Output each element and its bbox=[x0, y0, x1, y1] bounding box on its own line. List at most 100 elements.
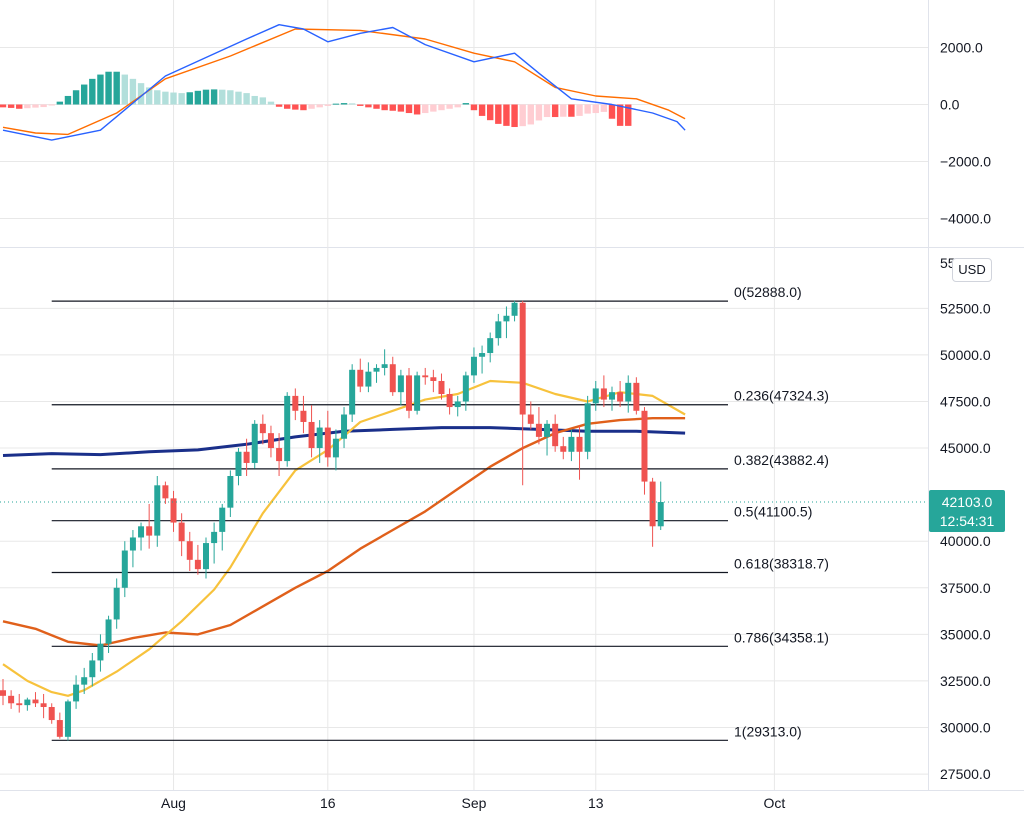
candle-down[interactable] bbox=[560, 446, 567, 452]
price-axis[interactable]: 2000.0 0.0 −2000.0 −4000.0 27500.0 30000.0 325… bbox=[940, 40, 991, 783]
candle-up[interactable] bbox=[121, 550, 128, 588]
candle-down[interactable] bbox=[535, 423, 542, 437]
candle-up[interactable] bbox=[64, 701, 71, 737]
candle-up[interactable] bbox=[487, 338, 494, 354]
candle-down[interactable] bbox=[48, 707, 55, 721]
candle-down[interactable] bbox=[357, 369, 364, 387]
candle-up[interactable] bbox=[657, 502, 664, 527]
candle-down[interactable] bbox=[267, 433, 274, 449]
candle-down[interactable] bbox=[40, 703, 47, 708]
candle-down[interactable] bbox=[633, 382, 640, 411]
candle-up[interactable] bbox=[609, 392, 615, 400]
candle-up[interactable] bbox=[81, 677, 88, 685]
candle-up[interactable] bbox=[113, 587, 120, 620]
candle-down[interactable] bbox=[446, 394, 453, 408]
candle-down[interactable] bbox=[406, 375, 412, 411]
candle-down[interactable] bbox=[32, 699, 39, 704]
macd-histogram-bar bbox=[219, 89, 226, 105]
candle-up[interactable] bbox=[73, 684, 80, 702]
candle-up[interactable] bbox=[284, 395, 291, 462]
candle-up[interactable] bbox=[397, 375, 404, 393]
candle-down[interactable] bbox=[194, 559, 201, 570]
candle-down[interactable] bbox=[308, 421, 315, 449]
candle-down[interactable] bbox=[649, 481, 656, 527]
candle-down[interactable] bbox=[276, 448, 283, 462]
candle-down[interactable] bbox=[178, 522, 185, 542]
candle-up[interactable] bbox=[227, 475, 234, 508]
candle-up[interactable] bbox=[495, 321, 502, 339]
fibonacci-level-label: 0.236(47324.3) bbox=[734, 388, 829, 404]
candle-up[interactable] bbox=[470, 356, 477, 376]
candle-down[interactable] bbox=[56, 720, 63, 737]
candle-down[interactable] bbox=[576, 436, 583, 452]
candle-down[interactable] bbox=[292, 395, 299, 411]
candle-down[interactable] bbox=[243, 451, 250, 463]
price-pane[interactable]: 0(52888.0) 0.236(47324.3) 0.382(43882.4) 0.… bbox=[0, 284, 928, 741]
candle-up[interactable] bbox=[625, 382, 632, 402]
price-tick-label: 30000.0 bbox=[940, 720, 991, 736]
candle-up[interactable] bbox=[316, 427, 323, 449]
macd-pane[interactable] bbox=[0, 24, 686, 141]
candle-up[interactable] bbox=[129, 537, 136, 551]
candle-down[interactable] bbox=[146, 526, 153, 536]
candle-up[interactable] bbox=[138, 526, 145, 538]
candle-up[interactable] bbox=[203, 543, 209, 570]
candle-down[interactable] bbox=[324, 427, 331, 458]
candle-up[interactable] bbox=[219, 507, 226, 532]
macd-histogram-bar bbox=[413, 104, 421, 115]
candle-up[interactable] bbox=[462, 375, 469, 402]
candle-up[interactable] bbox=[454, 401, 461, 408]
candle-up[interactable] bbox=[381, 364, 388, 368]
macd-histogram-bar bbox=[32, 104, 39, 108]
candle-up[interactable] bbox=[154, 485, 161, 536]
candle-up[interactable] bbox=[235, 451, 242, 476]
candle-down[interactable] bbox=[422, 375, 429, 378]
candle-up[interactable] bbox=[89, 660, 96, 678]
candle-down[interactable] bbox=[259, 423, 266, 434]
candle-up[interactable] bbox=[503, 315, 510, 322]
candle-down[interactable] bbox=[0, 690, 6, 696]
macd-tick-label: 0.0 bbox=[940, 97, 960, 113]
candle-up[interactable] bbox=[24, 699, 31, 706]
candle-down[interactable] bbox=[641, 410, 648, 482]
candle-up[interactable] bbox=[251, 423, 258, 463]
candle-up[interactable] bbox=[332, 438, 339, 458]
candle-down[interactable] bbox=[430, 377, 437, 381]
candle-up[interactable] bbox=[105, 619, 112, 644]
candle-up[interactable] bbox=[373, 367, 380, 372]
candle-up[interactable] bbox=[568, 436, 575, 452]
candle-up[interactable] bbox=[584, 403, 591, 452]
candle-up[interactable] bbox=[544, 423, 551, 437]
candle-up[interactable] bbox=[414, 375, 421, 411]
candle-down[interactable] bbox=[16, 703, 23, 706]
candle-up[interactable] bbox=[97, 643, 104, 661]
candle-up[interactable] bbox=[511, 302, 518, 316]
last-price-value: 42103.0 bbox=[941, 494, 993, 510]
candle-down[interactable] bbox=[186, 541, 193, 560]
candle-up[interactable] bbox=[592, 388, 599, 404]
candle-down[interactable] bbox=[170, 498, 177, 523]
macd-histogram-bar bbox=[97, 74, 104, 105]
candle-down[interactable] bbox=[527, 414, 534, 424]
candle-down[interactable] bbox=[389, 364, 396, 393]
candle-down[interactable] bbox=[519, 302, 526, 415]
macd-histogram-bar bbox=[405, 104, 413, 114]
candle-down[interactable] bbox=[600, 388, 607, 400]
macd-histogram-bar bbox=[243, 93, 250, 105]
candle-up[interactable] bbox=[341, 414, 348, 439]
candle-down[interactable] bbox=[162, 485, 169, 499]
currency-badge[interactable]: USD bbox=[952, 258, 992, 282]
candle-down[interactable] bbox=[617, 392, 624, 402]
candle-down[interactable] bbox=[8, 695, 15, 704]
macd-histogram-bar bbox=[487, 104, 494, 121]
candle-up[interactable] bbox=[349, 369, 356, 415]
candle-up[interactable] bbox=[211, 531, 218, 544]
candle-up[interactable] bbox=[365, 371, 372, 387]
time-axis[interactable]: Aug 16 Sep 13 Oct bbox=[161, 795, 785, 811]
candle-down[interactable] bbox=[552, 423, 559, 447]
candle-up[interactable] bbox=[479, 353, 486, 357]
price-tick-label: 37500.0 bbox=[940, 580, 991, 596]
candle-down[interactable] bbox=[300, 410, 307, 422]
candle-down[interactable] bbox=[438, 380, 445, 395]
